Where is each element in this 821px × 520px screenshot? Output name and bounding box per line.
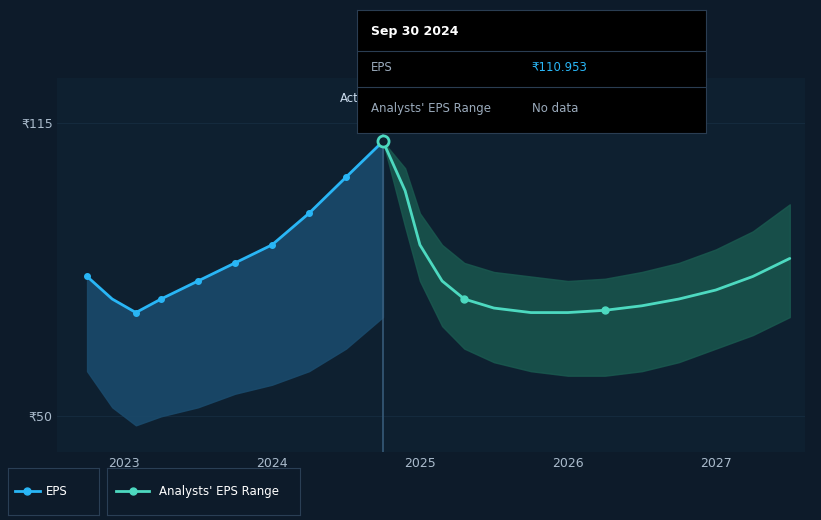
Text: No data: No data: [532, 102, 578, 115]
Text: Analysts' EPS Range: Analysts' EPS Range: [158, 485, 279, 498]
Text: Sep 30 2024: Sep 30 2024: [371, 24, 459, 37]
Text: Analysts' EPS Range: Analysts' EPS Range: [371, 102, 491, 115]
Text: Actual: Actual: [340, 92, 377, 105]
Text: EPS: EPS: [371, 61, 392, 74]
Text: Analysts Forecasts: Analysts Forecasts: [389, 92, 498, 105]
Text: EPS: EPS: [46, 485, 68, 498]
Text: ₹110.953: ₹110.953: [532, 61, 588, 74]
